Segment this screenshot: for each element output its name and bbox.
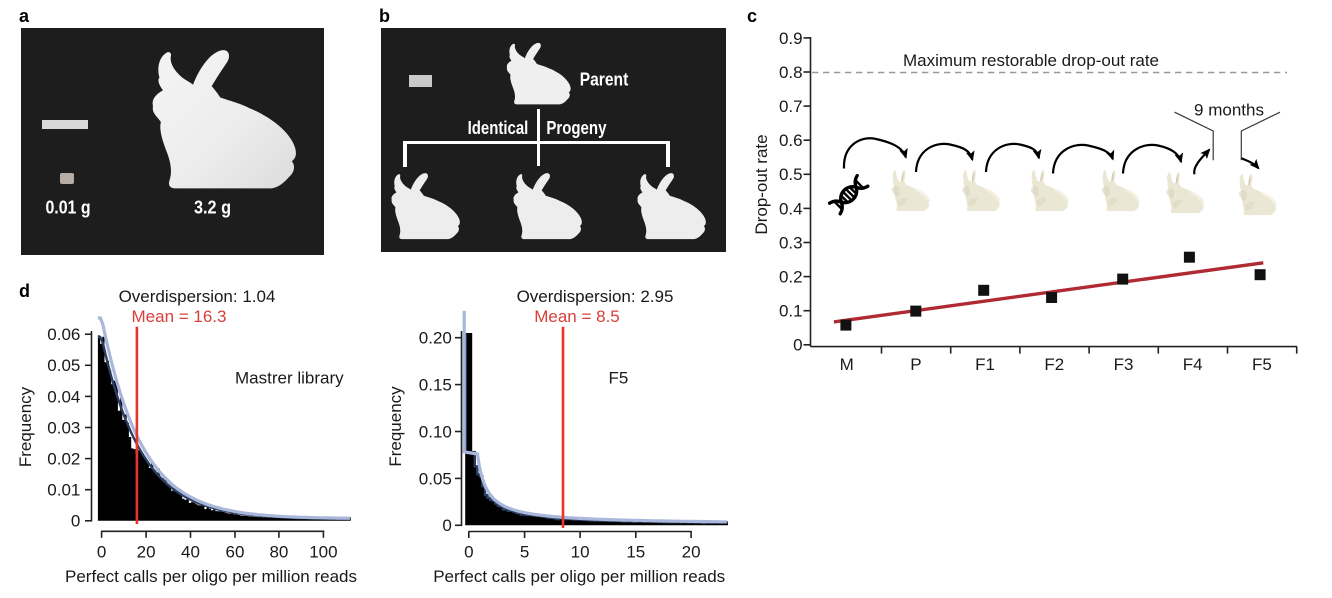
svg-text:0.2: 0.2 [779,268,803,287]
svg-text:10: 10 [571,543,590,562]
svg-text:0.10: 0.10 [419,422,452,441]
svg-text:0.8: 0.8 [779,63,803,82]
svg-text:P: P [910,355,921,374]
svg-text:Overdispersion: 1.04: Overdispersion: 1.04 [119,287,276,306]
svg-text:0: 0 [71,512,80,531]
svg-text:F4: F4 [1183,355,1203,374]
svg-text:Mean = 8.5: Mean = 8.5 [534,307,620,326]
svg-text:0.15: 0.15 [419,376,452,395]
svg-text:F5: F5 [609,369,629,388]
svg-text:5: 5 [520,543,529,562]
svg-text:Overdispersion: 2.95: Overdispersion: 2.95 [517,287,674,306]
svg-text:80: 80 [269,543,288,562]
svg-text:F3: F3 [1114,355,1134,374]
svg-text:3.2 g: 3.2 g [194,198,231,218]
svg-text:0.4: 0.4 [779,199,803,218]
svg-text:0.01 g: 0.01 g [45,198,90,218]
svg-text:Frequency: Frequency [16,386,35,467]
svg-text:0: 0 [97,543,106,562]
svg-text:Drop-out rate: Drop-out rate [752,134,771,234]
svg-text:F1: F1 [975,355,995,374]
svg-text:M: M [840,355,854,374]
svg-text:0.3: 0.3 [779,233,803,252]
svg-text:Progeny: Progeny [546,118,606,138]
svg-text:Parent: Parent [580,69,629,89]
svg-text:0.20: 0.20 [419,329,452,348]
svg-text:Perfect calls per oligo per mi: Perfect calls per oligo per million read… [433,567,725,586]
svg-text:0.05: 0.05 [47,356,80,375]
svg-text:20: 20 [682,543,701,562]
svg-text:Mean = 16.3: Mean = 16.3 [132,307,227,326]
svg-text:0.1: 0.1 [779,302,803,321]
svg-text:0.5: 0.5 [779,165,803,184]
svg-text:Mastrer library: Mastrer library [235,369,344,388]
svg-text:0: 0 [464,543,473,562]
svg-text:Perfect calls per oligo per mi: Perfect calls per oligo per million read… [65,567,357,586]
svg-text:0: 0 [793,336,802,355]
svg-text:Frequency: Frequency [386,386,405,467]
svg-text:Maximum restorable drop-out ra: Maximum restorable drop-out rate [903,51,1159,70]
svg-text:F2: F2 [1044,355,1064,374]
svg-text:0.02: 0.02 [47,450,80,469]
svg-text:0.06: 0.06 [47,325,80,344]
svg-text:Identical: Identical [468,118,529,138]
svg-text:0.01: 0.01 [47,481,80,500]
svg-text:15: 15 [626,543,645,562]
svg-text:0.03: 0.03 [47,418,80,437]
svg-text:0.04: 0.04 [47,387,80,406]
svg-text:0.6: 0.6 [779,131,803,150]
svg-text:40: 40 [181,543,200,562]
svg-text:100: 100 [309,543,337,562]
svg-text:20: 20 [137,543,156,562]
svg-text:F5: F5 [1252,355,1272,374]
svg-text:0.05: 0.05 [419,469,452,488]
svg-text:0.7: 0.7 [779,97,803,116]
svg-text:9 months: 9 months [1194,101,1264,120]
svg-text:0: 0 [442,516,451,535]
svg-text:60: 60 [226,543,245,562]
svg-text:0.9: 0.9 [779,29,803,48]
